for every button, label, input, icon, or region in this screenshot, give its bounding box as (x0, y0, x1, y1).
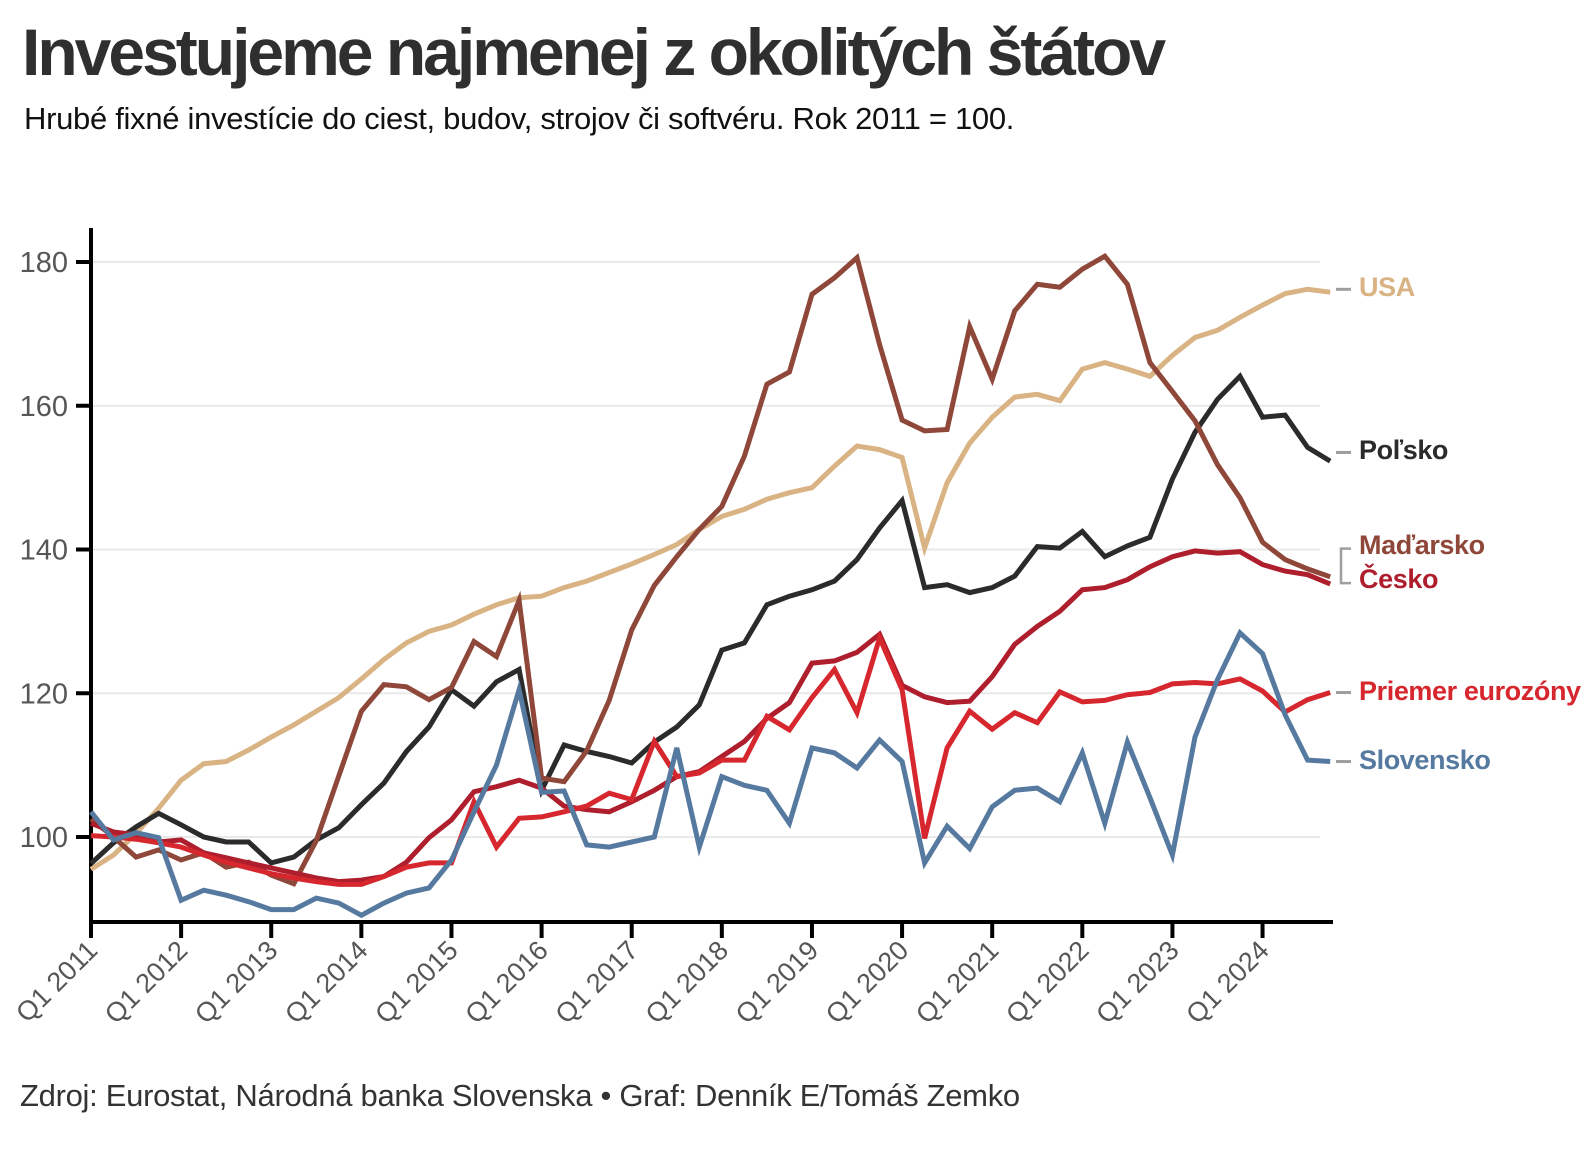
y-axis-tick-label: 140 (20, 535, 68, 567)
line-priemer-eurozony (90, 630, 1331, 887)
x-axis-tick-label: Q1 2024 (1180, 935, 1274, 1029)
x-axis-tick-label: Q1 2021 (910, 935, 1004, 1029)
series-label-slovensko: Slovensko (1359, 744, 1491, 775)
x-axis-tick-label: Q1 2013 (189, 935, 283, 1029)
y-axis-tick-label: 120 (20, 678, 68, 710)
page-title: Investujeme najmenej z okolitých štátov (22, 15, 1166, 89)
line-slovensko (89, 628, 1331, 919)
series-label-polsko: Poľsko (1359, 435, 1449, 466)
page-subtitle: Hrubé fixné investície do ciest, budov, … (24, 101, 1015, 137)
series-label-cesko: Česko (1359, 564, 1439, 595)
line-polsko (89, 372, 1332, 866)
series-label-usa: USA (1359, 272, 1415, 303)
label-bracket-madarsko (1339, 547, 1351, 568)
x-axis-tick-label: Q1 2020 (820, 935, 914, 1029)
source-credit: Zdroj: Eurostat, Národná banka Slovenska… (20, 1078, 1020, 1113)
x-axis-tick-label: Q1 2016 (459, 935, 553, 1029)
x-axis-tick-label: Q1 2015 (369, 935, 463, 1029)
label-bracket-cesko (1339, 567, 1351, 585)
y-axis-tick-label: 160 (20, 391, 68, 423)
line-usa (89, 286, 1331, 872)
x-axis-tick-label: Q1 2019 (730, 935, 824, 1029)
line-cesko (90, 548, 1332, 885)
series-label-madarsko: Maďarsko (1359, 529, 1485, 560)
x-axis-tick-label: Q1 2022 (1000, 935, 1094, 1029)
x-axis-tick-label: Q1 2023 (1090, 935, 1184, 1029)
chart-header: Investujeme najmenej z okolitých štátov … (22, 15, 1562, 137)
x-axis-tick-label: Q1 2017 (549, 935, 643, 1029)
chart-footer: Zdroj: Eurostat, Národná banka Slovenska… (20, 1078, 1560, 1114)
series-label-priemer-eurozony: Priemer eurozóny (1359, 675, 1581, 706)
x-axis-tick-label: Q1 2018 (640, 935, 734, 1029)
x-axis-tick-label: Q1 2012 (99, 935, 193, 1029)
y-axis-tick-label: 100 (20, 822, 68, 854)
x-axis-tick-label: Q1 2014 (279, 935, 373, 1029)
x-axis-tick-label: Q1 2011 (10, 935, 103, 1028)
y-axis-tick-label: 180 (20, 247, 68, 279)
